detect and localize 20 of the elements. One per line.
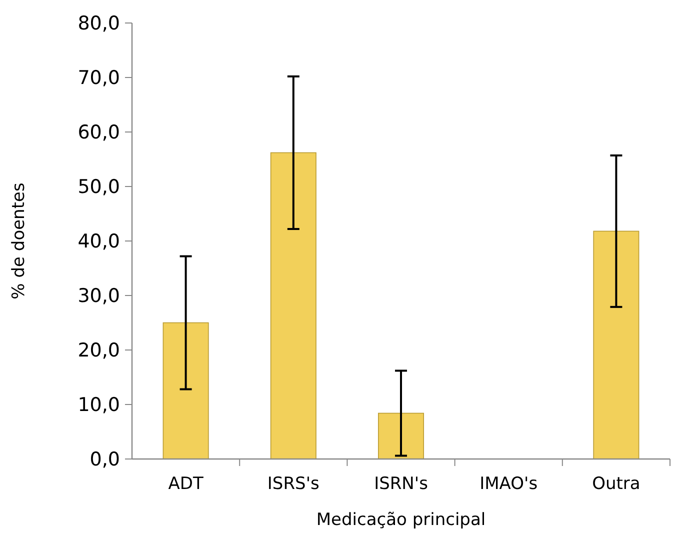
y-tick-label: 40,0 [78, 230, 120, 253]
y-tick-label: 10,0 [78, 394, 120, 416]
y-tick-label: 0,0 [90, 448, 120, 471]
x-tick-label: Outra [592, 474, 640, 494]
bar [378, 412, 424, 460]
x-axis-title: Medicação principal [316, 510, 486, 530]
x-tick-label: ISRN's [374, 474, 428, 494]
y-tick-label: 70,0 [78, 67, 120, 90]
y-axis-title: % de doentes [9, 182, 29, 300]
y-tick-label: 30,0 [78, 285, 120, 308]
y-tick-label: 20,0 [78, 340, 120, 362]
y-tick-label: 60,0 [78, 122, 120, 144]
bar [162, 322, 209, 460]
x-tick-label: IMAO's [480, 474, 538, 494]
y-tick-label: 80,0 [78, 12, 120, 35]
y-tick-label: 50,0 [78, 176, 120, 198]
x-tick-label: ISRS's [267, 474, 320, 494]
x-tick-label: ADT [168, 474, 204, 494]
bar [270, 152, 316, 460]
bar [593, 230, 640, 460]
